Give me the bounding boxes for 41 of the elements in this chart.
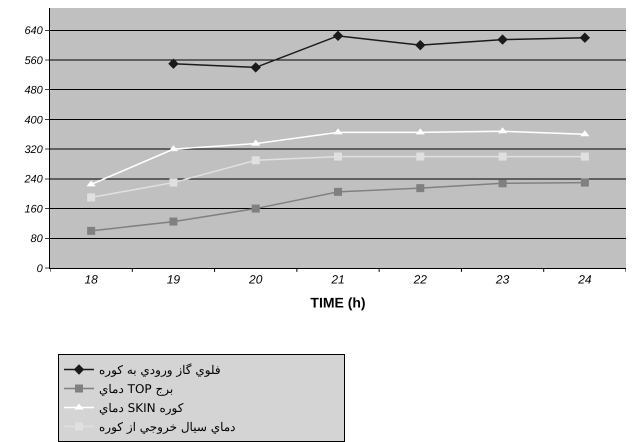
x-tick-label: 24 xyxy=(577,272,592,286)
x-tick-label: 23 xyxy=(494,272,510,286)
point xyxy=(250,62,261,73)
y-tick-label: 560 xyxy=(24,54,44,67)
x-tick-label: 20 xyxy=(248,272,263,286)
x-tick-label: 21 xyxy=(330,272,345,286)
point xyxy=(169,218,178,226)
point xyxy=(580,178,589,187)
point xyxy=(580,32,590,43)
point xyxy=(332,30,344,42)
x-tick-label: 22 xyxy=(412,272,428,286)
y-tick-label: 480 xyxy=(24,84,44,97)
y-tick-label: 640 xyxy=(24,25,44,38)
point xyxy=(334,188,342,196)
point xyxy=(252,156,260,164)
point xyxy=(415,40,426,50)
y-tick-label: 160 xyxy=(24,203,44,216)
y-tick-label: 240 xyxy=(23,174,44,186)
x-axis-title: TIME (h) xyxy=(310,294,366,311)
legend-label: دماي TOP برج xyxy=(99,382,174,396)
x-tick-label: 19 xyxy=(166,272,180,286)
point xyxy=(168,58,179,69)
point xyxy=(416,184,424,192)
point xyxy=(498,152,507,161)
point xyxy=(87,193,96,202)
point xyxy=(416,152,424,161)
legend-label: فلوي گاز ورودي به کوره xyxy=(99,363,221,378)
point xyxy=(87,226,96,235)
point xyxy=(497,34,508,45)
point xyxy=(169,178,178,187)
y-tick-label: 80 xyxy=(30,233,44,246)
y-tick-label: 0 xyxy=(36,262,44,275)
point xyxy=(498,179,507,188)
y-tick-label: 320 xyxy=(24,144,44,156)
legend-label: دماي سيال خروجي از کوره xyxy=(99,420,236,434)
point xyxy=(252,204,260,213)
legend-label: دماي SKIN کوره xyxy=(99,401,184,416)
point xyxy=(334,152,342,161)
point xyxy=(580,152,589,161)
y-tick-label: 400 xyxy=(24,114,44,126)
x-tick-label: 18 xyxy=(84,272,98,286)
